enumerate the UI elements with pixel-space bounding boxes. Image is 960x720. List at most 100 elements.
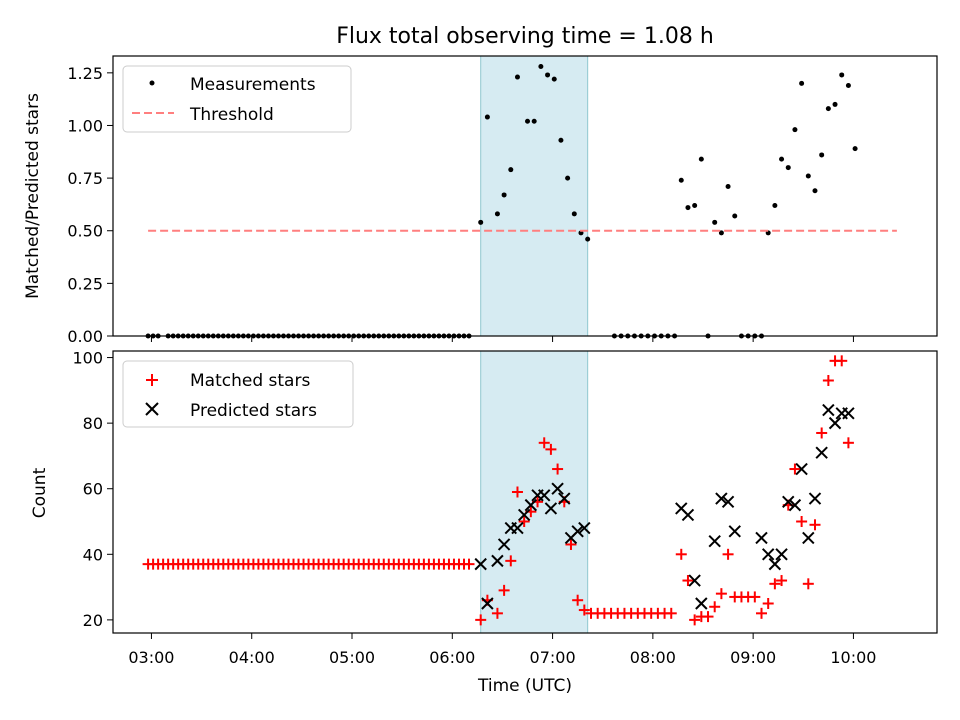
predicted-star-point — [491, 554, 504, 568]
predicted-star-point — [828, 416, 842, 430]
bottom-ytick-label: 80 — [83, 414, 103, 433]
measurement-point — [712, 219, 718, 225]
matched-star-point — [565, 538, 577, 550]
measurement-point — [531, 118, 537, 124]
matched-star-point — [689, 614, 701, 626]
matched-star-point — [796, 516, 808, 528]
matched-star-point — [475, 614, 487, 626]
measurement-point — [779, 156, 785, 162]
bottom-xtick-label: 10:00 — [830, 648, 876, 667]
legend-predicted-label: Predicted stars — [190, 401, 317, 421]
measurement-point — [819, 152, 825, 158]
predicted-star-point — [808, 492, 822, 505]
legend-matched-label: Matched stars — [190, 371, 310, 391]
measurement-point — [805, 173, 811, 179]
top-ylabel: Matched/Predicted stars — [23, 93, 43, 299]
measurement-point — [839, 72, 845, 78]
matched-star-point — [572, 594, 584, 606]
predicted-star-point — [551, 482, 564, 495]
predicted-star-point — [517, 508, 531, 522]
matched-star-point — [842, 437, 854, 449]
matched-star-point — [518, 516, 530, 528]
bottom-legend: Matched stars Predicted stars — [122, 360, 354, 428]
matched-star-point — [665, 607, 677, 619]
matched-star-point — [491, 607, 503, 619]
measurement-point — [852, 146, 858, 152]
bottom-xtick-label: 03:00 — [128, 648, 174, 667]
measurement-point — [832, 101, 838, 107]
bottom-axes-frame — [112, 350, 938, 634]
bottom-xtick-label: 07:00 — [530, 648, 576, 667]
predicted-star-point — [782, 495, 795, 509]
predicted-star-point — [481, 597, 494, 610]
predicted-star-point — [755, 531, 768, 545]
predicted-star-point — [708, 534, 721, 548]
measurement-point — [718, 230, 724, 236]
legend-measurements-marker — [149, 80, 155, 86]
legend-matched-marker — [146, 374, 158, 386]
top-axes-frame — [112, 55, 938, 337]
top-ytick-label: 0.75 — [67, 169, 103, 188]
bottom-series-0 — [142, 355, 854, 626]
predicted-star-point — [538, 489, 551, 502]
predicted-star-point — [822, 403, 835, 417]
matched-star-point — [675, 548, 687, 560]
bottom-ytick-label: 40 — [83, 545, 103, 564]
predicted-star-point — [842, 407, 855, 420]
measurement-point — [565, 175, 571, 181]
measurement-point — [484, 114, 490, 120]
matched-star-point — [498, 584, 510, 596]
predicted-star-point — [497, 538, 511, 551]
measurement-point — [732, 213, 738, 219]
legend-measurements-label: Measurements — [190, 75, 316, 95]
top-shaded-interval — [480, 55, 589, 337]
bottom-xtick-label: 06:00 — [429, 648, 475, 667]
predicted-star-point — [558, 492, 571, 505]
bottom-panel: 20 40 60 80 100 03:00 04:00 05:00 06:00 07:00 08:… — [30, 349, 938, 696]
predicted-star-point — [815, 446, 828, 459]
matched-star-point — [809, 519, 821, 531]
measurement-point — [685, 205, 691, 211]
measurement-point — [692, 202, 698, 208]
predicted-star-point — [768, 557, 782, 571]
bottom-xtick-label: 04:00 — [229, 648, 275, 667]
measurement-point — [558, 137, 564, 143]
bottom-ytick-label: 60 — [83, 480, 103, 499]
predicted-star-point — [715, 492, 728, 505]
measurement-point — [792, 127, 798, 133]
chart-title: Flux total observing time = 1.08 h — [336, 24, 714, 49]
predicted-star-point — [688, 574, 701, 587]
top-ytick-label: 0.50 — [67, 222, 103, 241]
predicted-star-point — [544, 502, 558, 515]
measurement-point — [514, 74, 520, 80]
measurement-point — [725, 184, 731, 190]
measurement-point — [571, 211, 577, 217]
matched-star-point — [682, 575, 694, 587]
matched-star-point — [822, 375, 834, 387]
bottom-ytick-label: 20 — [83, 611, 103, 630]
matched-star-point — [762, 597, 774, 609]
measurement-point — [799, 80, 805, 86]
predicted-star-point — [728, 525, 741, 538]
measurement-point — [501, 192, 507, 198]
bottom-series-1 — [474, 403, 855, 610]
predicted-star-point — [795, 462, 808, 476]
measurement-point — [551, 76, 557, 82]
predicted-star-point — [775, 548, 788, 561]
measurement-point — [508, 167, 514, 173]
bottom-xtick-label: 08:00 — [630, 648, 676, 667]
predicted-star-point — [802, 531, 815, 545]
matched-star-point — [545, 443, 557, 455]
matched-star-point — [776, 575, 788, 587]
bottom-xlabel: Time (UTC) — [477, 676, 572, 696]
matched-star-point — [578, 604, 590, 616]
matched-star-point — [702, 611, 714, 623]
legend-threshold-label: Threshold — [189, 105, 274, 125]
predicted-star-point — [524, 498, 538, 512]
matched-star-point — [749, 591, 761, 603]
top-ytick-label: 1.00 — [67, 116, 103, 135]
top-ytick-label: 0.25 — [67, 274, 103, 293]
measurement-point — [678, 177, 684, 183]
measurement-point — [812, 188, 818, 194]
